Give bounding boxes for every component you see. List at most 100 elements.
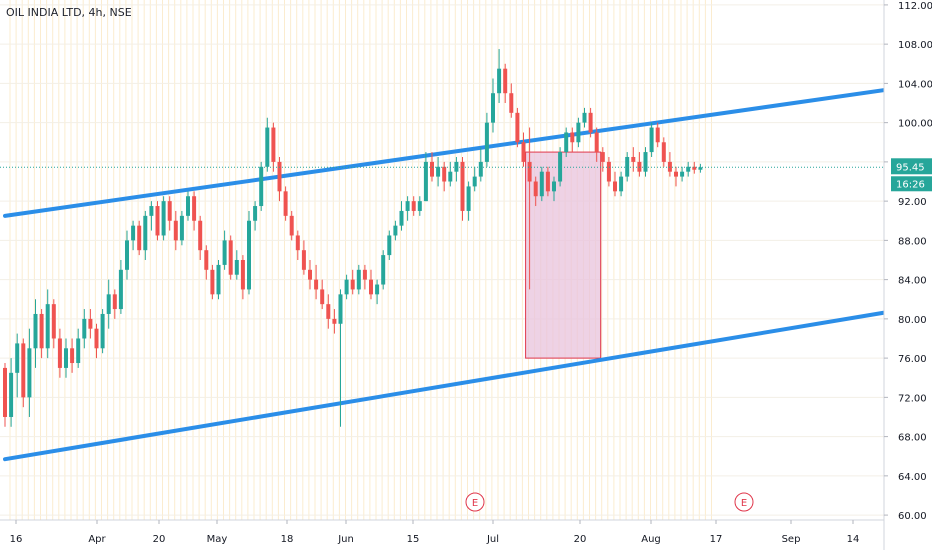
candle-body bbox=[588, 112, 593, 133]
x-axis: 16 Apr 20 May 18 Jun 15 Jul 20 Aug 17 Sep 14 bbox=[0, 519, 884, 545]
candle-body bbox=[491, 93, 495, 123]
candle-body bbox=[509, 93, 514, 113]
candle-body bbox=[57, 338, 62, 368]
x-tick-label: May bbox=[207, 534, 228, 545]
candle-body bbox=[289, 215, 294, 236]
candle-body bbox=[649, 127, 654, 153]
candle-body bbox=[155, 206, 160, 236]
candle-body bbox=[308, 269, 312, 280]
candle-body bbox=[405, 201, 410, 211]
candle-body bbox=[320, 289, 325, 305]
candle-body bbox=[161, 201, 166, 236]
candle-body bbox=[399, 210, 404, 226]
candle-body bbox=[143, 215, 148, 251]
candle-body bbox=[369, 279, 373, 295]
candle-body bbox=[411, 201, 416, 211]
candle-body bbox=[64, 348, 68, 368]
candle-body bbox=[393, 225, 398, 236]
earnings-marker-label: E bbox=[472, 498, 478, 509]
candle-body bbox=[240, 260, 245, 290]
x-tick-label: Jun bbox=[337, 534, 354, 545]
candle-body bbox=[301, 250, 306, 270]
y-tick-label: 76.00 bbox=[898, 354, 927, 365]
candle-body bbox=[106, 294, 111, 314]
candle-body bbox=[70, 348, 75, 364]
x-tick-label: Sep bbox=[782, 534, 801, 545]
candle-body bbox=[222, 240, 227, 265]
candle-body bbox=[210, 269, 215, 295]
y-tick-label: 92.00 bbox=[898, 197, 927, 208]
candle-body bbox=[564, 132, 569, 153]
last-price-label: 95.45 bbox=[896, 162, 925, 173]
candle-body bbox=[655, 127, 660, 143]
candle-body bbox=[484, 122, 489, 162]
candle-body bbox=[131, 225, 136, 241]
candle-body bbox=[430, 161, 434, 177]
candles bbox=[3, 49, 703, 427]
x-tick-label: 18 bbox=[281, 534, 294, 545]
x-tick-label: 14 bbox=[847, 534, 860, 545]
candle-body bbox=[271, 127, 276, 162]
candle-body bbox=[51, 304, 56, 339]
x-tick-label: Aug bbox=[641, 534, 661, 545]
candle-body bbox=[179, 215, 184, 241]
countdown-label: 16:26 bbox=[896, 179, 925, 190]
candle-body bbox=[692, 166, 697, 170]
candle-body bbox=[247, 220, 251, 290]
candle-body bbox=[295, 235, 300, 251]
x-tick-label: 16 bbox=[10, 534, 23, 545]
candle-body bbox=[570, 132, 575, 143]
y-tick-label: 64.00 bbox=[898, 472, 927, 483]
candle-body bbox=[9, 372, 14, 417]
candle-body bbox=[466, 186, 471, 211]
earnings-marker bbox=[465, 492, 485, 512]
last-price-tag bbox=[891, 158, 932, 175]
candle-body bbox=[478, 161, 483, 177]
candle-body bbox=[332, 318, 337, 324]
candle-body bbox=[417, 201, 422, 211]
candle-body bbox=[423, 161, 428, 202]
candle-body bbox=[442, 166, 447, 182]
candle-body bbox=[521, 142, 526, 162]
candle-body bbox=[674, 171, 678, 177]
x-tick-label: 17 bbox=[710, 534, 723, 545]
grid bbox=[0, 0, 884, 520]
candle-body bbox=[594, 132, 599, 153]
candle-body bbox=[216, 264, 221, 295]
candle-body bbox=[631, 156, 636, 162]
candle-body bbox=[515, 112, 520, 143]
annotations: TPEE bbox=[0, 166, 884, 512]
measure-box bbox=[525, 151, 602, 359]
candle-body bbox=[94, 328, 99, 349]
candle-body bbox=[186, 196, 190, 216]
candle-body bbox=[198, 220, 203, 251]
candle-body bbox=[204, 250, 209, 270]
candle-body bbox=[375, 284, 380, 295]
candle-body bbox=[82, 318, 87, 339]
candle-body bbox=[76, 338, 81, 364]
candle-body bbox=[277, 161, 282, 192]
candle-body bbox=[539, 171, 544, 197]
candle-body bbox=[192, 196, 197, 221]
candle-body bbox=[137, 225, 142, 251]
countdown-tag bbox=[891, 176, 932, 192]
chart-title: OIL INDIA LTD, 4h, NSE bbox=[6, 6, 132, 19]
candle-body bbox=[167, 201, 172, 221]
candle-body bbox=[125, 240, 129, 270]
earnings-marker bbox=[734, 492, 754, 512]
y-axis: 112.00108.00104.00100.0096.0092.0088.008… bbox=[883, 0, 932, 550]
candle-body bbox=[326, 304, 331, 319]
candle-body bbox=[552, 181, 556, 192]
candle-body bbox=[460, 161, 465, 211]
candle-body bbox=[338, 294, 343, 324]
candle-body bbox=[356, 269, 361, 290]
y-tick-label: 112.00 bbox=[898, 1, 932, 12]
candle-body bbox=[698, 167, 703, 170]
candle-body bbox=[350, 279, 355, 290]
candle-body bbox=[15, 343, 20, 373]
candle-body bbox=[387, 235, 392, 256]
candle-body bbox=[527, 161, 532, 182]
candle-body bbox=[88, 318, 93, 329]
